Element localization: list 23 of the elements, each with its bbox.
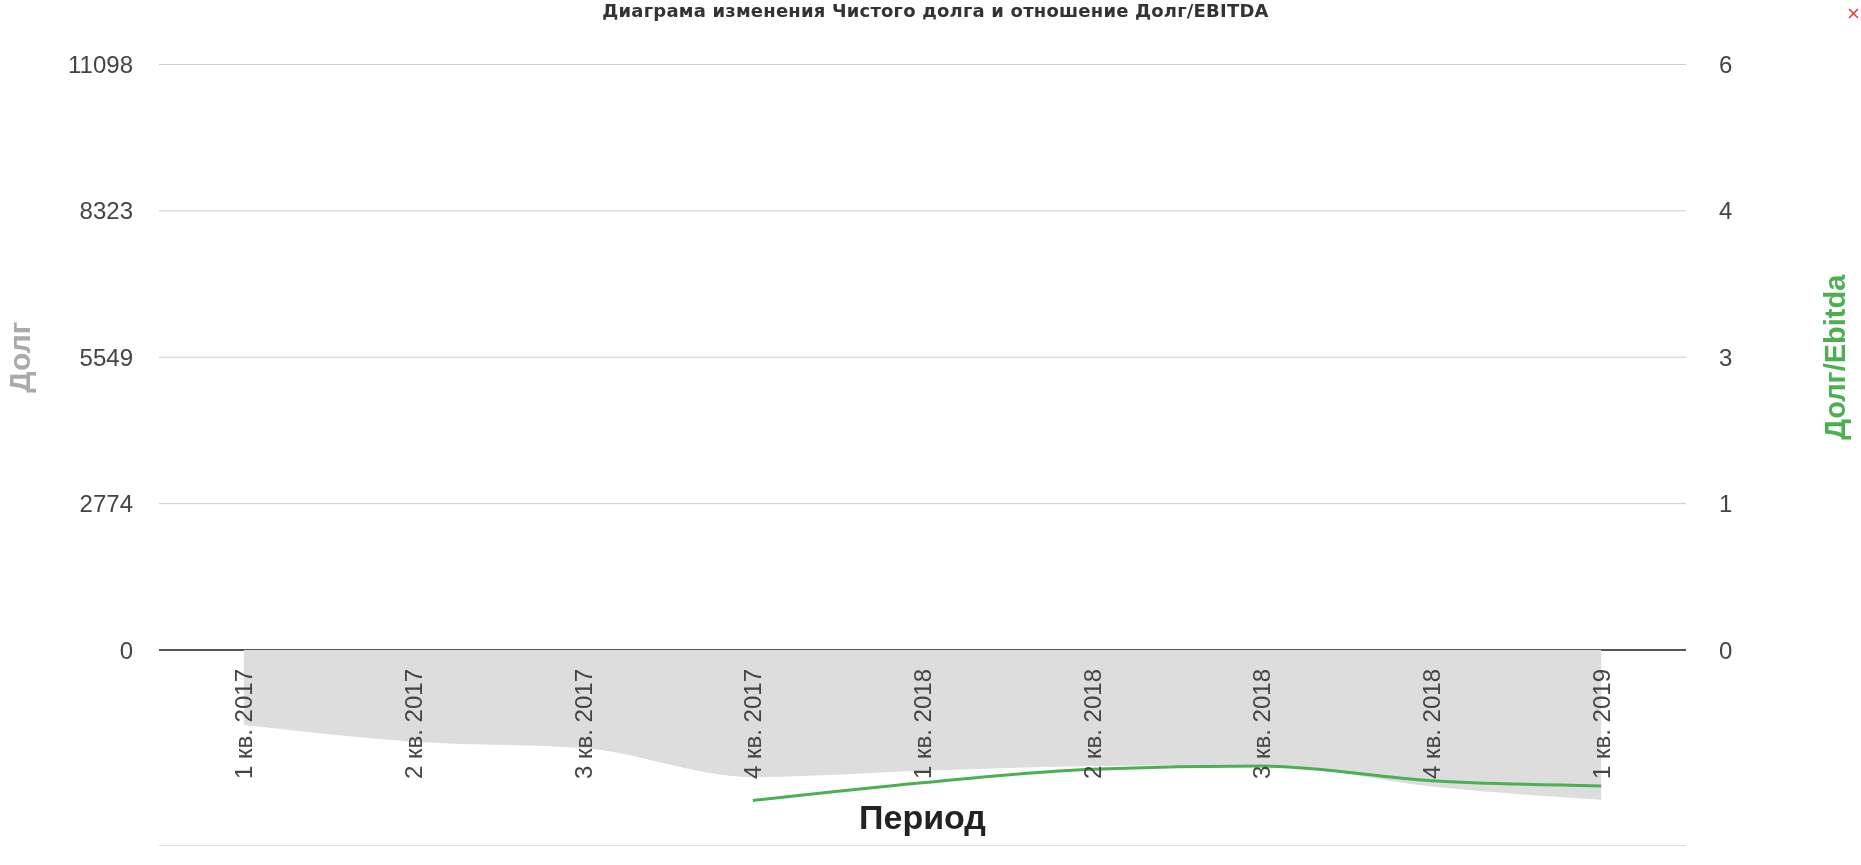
- y2-axis-title: Долг/Ebitda: [1819, 273, 1851, 440]
- y2-tick-label: 3: [1719, 343, 1733, 371]
- x-tick-label: 4 кв. 2017: [739, 668, 767, 779]
- x-tick-label: 1 кв. 2018: [908, 668, 936, 779]
- y-axis-title: Долг: [2, 321, 36, 393]
- y2-tick-label: 4: [1719, 197, 1733, 225]
- y-tick-label: 8323: [79, 197, 133, 225]
- x-tick-label: 4 кв. 2018: [1417, 668, 1445, 779]
- x-tick-label: 1 кв. 2019: [1587, 668, 1615, 779]
- x-tick-label: 3 кв. 2018: [1248, 668, 1276, 779]
- x-tick-label: 1 кв. 2017: [230, 668, 258, 779]
- y-tick-label: 5549: [79, 343, 133, 371]
- x-tick-label: 2 кв. 2018: [1078, 668, 1106, 779]
- x-tick-label: 2 кв. 2017: [399, 668, 427, 779]
- y2-tick-label: 1: [1719, 490, 1733, 518]
- y-tick-label: 2774: [79, 490, 133, 518]
- y2-tick-label: 6: [1719, 51, 1733, 79]
- x-tick-label: 3 кв. 2017: [569, 668, 597, 779]
- y-tick-label: 11098: [68, 51, 133, 79]
- x-axis-title: Период: [859, 798, 986, 836]
- y-tick-label: 0: [119, 636, 133, 664]
- chart-title: Диаграма изменения Чистого долга и отношение Долг/EBITDA: [602, 0, 1269, 21]
- y2-tick-label: 0: [1719, 636, 1733, 664]
